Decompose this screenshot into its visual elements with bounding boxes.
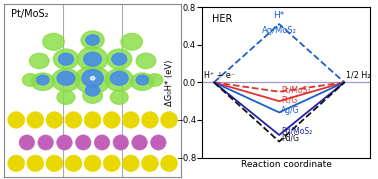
Ellipse shape — [31, 73, 54, 90]
Ellipse shape — [52, 69, 80, 91]
Text: Ag/G: Ag/G — [281, 106, 300, 115]
Text: 1/2 H₂: 1/2 H₂ — [345, 71, 370, 80]
Circle shape — [103, 112, 120, 128]
Ellipse shape — [110, 71, 128, 85]
X-axis label: Reaction coordinate: Reaction coordinate — [241, 160, 332, 169]
Ellipse shape — [77, 47, 108, 71]
Ellipse shape — [85, 85, 100, 96]
Circle shape — [27, 112, 44, 128]
Circle shape — [8, 112, 25, 128]
Ellipse shape — [59, 53, 73, 65]
Ellipse shape — [37, 75, 49, 85]
Text: Ag/MoS₂: Ag/MoS₂ — [262, 26, 297, 35]
Text: Pt/G: Pt/G — [281, 95, 297, 104]
Ellipse shape — [57, 71, 75, 85]
Circle shape — [84, 112, 101, 128]
Circle shape — [132, 135, 147, 150]
Circle shape — [161, 112, 178, 128]
Ellipse shape — [82, 70, 103, 87]
Circle shape — [8, 155, 25, 172]
Ellipse shape — [121, 33, 143, 50]
Ellipse shape — [29, 53, 49, 69]
Circle shape — [65, 155, 82, 172]
Ellipse shape — [112, 53, 127, 65]
Circle shape — [84, 155, 101, 172]
Circle shape — [94, 135, 110, 150]
Ellipse shape — [107, 49, 132, 69]
Circle shape — [27, 155, 44, 172]
Circle shape — [141, 112, 158, 128]
Text: Pd/MoS₂: Pd/MoS₂ — [281, 126, 312, 135]
Text: Pd/G: Pd/G — [281, 134, 299, 143]
Circle shape — [103, 155, 120, 172]
Circle shape — [57, 135, 72, 150]
Circle shape — [113, 135, 129, 150]
Ellipse shape — [136, 75, 149, 85]
Ellipse shape — [54, 49, 78, 69]
Circle shape — [46, 155, 63, 172]
Text: H⁺ + e⁻: H⁺ + e⁻ — [204, 71, 235, 80]
Ellipse shape — [86, 35, 99, 45]
Ellipse shape — [147, 74, 163, 86]
Circle shape — [141, 155, 158, 172]
Ellipse shape — [75, 66, 110, 94]
Circle shape — [122, 155, 139, 172]
Circle shape — [38, 135, 53, 150]
Text: Pt/MoS₂: Pt/MoS₂ — [281, 86, 311, 95]
Ellipse shape — [136, 53, 156, 69]
Ellipse shape — [43, 33, 64, 50]
Circle shape — [161, 155, 178, 172]
Y-axis label: ΔG₀H* (eV): ΔG₀H* (eV) — [165, 59, 174, 106]
Circle shape — [19, 135, 35, 150]
Circle shape — [65, 112, 82, 128]
Circle shape — [46, 112, 63, 128]
Ellipse shape — [81, 31, 104, 49]
Ellipse shape — [131, 73, 154, 90]
Text: Pt/MoS₂: Pt/MoS₂ — [11, 9, 48, 19]
Ellipse shape — [90, 76, 95, 80]
Text: H*: H* — [274, 11, 285, 20]
Circle shape — [75, 135, 91, 150]
Ellipse shape — [84, 52, 101, 66]
Text: HER: HER — [212, 14, 233, 24]
Circle shape — [122, 112, 139, 128]
Ellipse shape — [83, 88, 102, 103]
Circle shape — [150, 135, 166, 150]
Ellipse shape — [22, 74, 39, 86]
Ellipse shape — [57, 90, 75, 104]
Ellipse shape — [110, 90, 128, 104]
Ellipse shape — [105, 69, 133, 91]
